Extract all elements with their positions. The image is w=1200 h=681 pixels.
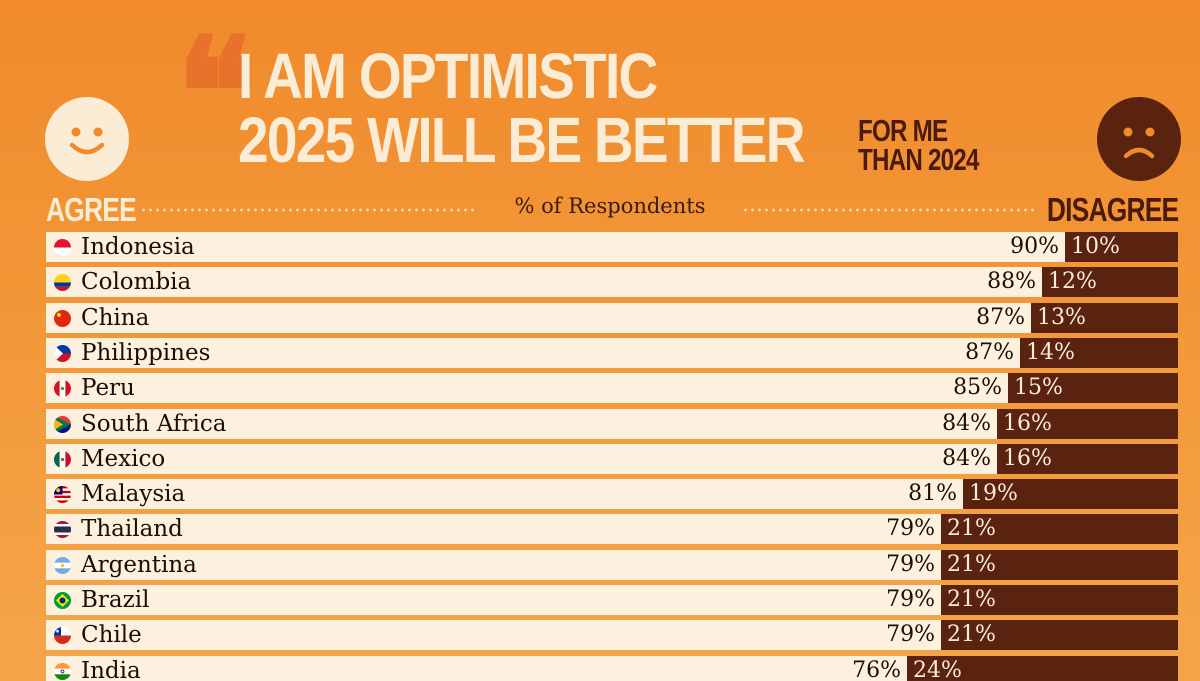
subtitle-line-2: THAN 2024 [858,142,979,177]
disagree-bar [997,409,1178,439]
chile-flag-icon [54,627,71,644]
disagree-bar [907,656,1178,681]
bar-row: China 87% 13% [46,303,1178,333]
disagree-value-label: 14% [1026,340,1075,365]
agree-value-label: 79% [886,587,935,612]
country-label: Argentina [81,552,197,578]
disagree-value-label: 15% [1014,375,1063,400]
agree-value-label: 79% [886,552,935,577]
disagree-bar [1008,373,1178,403]
bar-row: Mexico 84% 16% [46,444,1178,474]
country-label: Indonesia [81,234,195,260]
philippines-flag-icon [54,345,71,362]
disagree-value-label: 21% [947,516,996,541]
bar-row: Peru 85% 15% [46,373,1178,403]
disagree-value-label: 21% [947,552,996,577]
agree-value-label: 84% [942,446,991,471]
bar-row: Indonesia 90% 10% [46,232,1178,262]
argentina-flag-icon [54,557,71,574]
brazil-flag-icon [54,592,71,609]
country-label: Brazil [81,587,150,613]
chart-subtitle: FOR ME THAN 2024 [858,113,979,177]
disagree-value-label: 21% [947,622,996,647]
agree-value-label: 81% [908,481,957,506]
agree-value-label: 90% [1010,234,1059,259]
disagree-value-label: 10% [1071,234,1120,259]
legend-agree: AGREE [46,191,137,228]
agree-value-label: 88% [987,269,1036,294]
disagree-bar [941,514,1178,544]
disagree-bar [941,585,1178,615]
country-label: China [81,305,150,331]
bar-row: India 76% 24% [46,656,1178,681]
country-label: Thailand [81,516,183,542]
disagree-bar [941,550,1178,580]
disagree-value-label: 12% [1048,269,1097,294]
disagree-bar [963,479,1178,509]
agree-value-label: 76% [852,658,901,681]
subtitle-line-1: FOR ME [858,113,948,148]
title-line-2: 2025 WILL BE BETTER [238,104,805,176]
dotted-divider-left [140,208,478,212]
country-label: Malaysia [81,481,186,507]
bar-row: Brazil 79% 21% [46,585,1178,615]
agree-value-label: 84% [942,411,991,436]
china-flag-icon [54,310,71,327]
south-africa-flag-icon [54,416,71,433]
dotted-divider-right [742,208,1038,212]
agree-value-label: 87% [976,305,1025,330]
peru-flag-icon [54,380,71,397]
disagree-value-label: 21% [947,587,996,612]
disagree-value-label: 19% [969,481,1018,506]
bar-row: Philippines 87% 14% [46,338,1178,368]
bar-row: Thailand 79% 21% [46,514,1178,544]
disagree-bar [1020,338,1178,368]
disagree-bar [1042,267,1178,297]
country-label: Colombia [81,269,192,295]
agree-value-label: 79% [886,622,935,647]
quote-mark-icon: ❝ [176,5,257,181]
disagree-bar [1031,303,1178,333]
title-line-1: I AM OPTIMISTIC [238,40,658,112]
indonesia-flag-icon [54,239,71,256]
chart-title: I AM OPTIMISTIC 2025 WILL BE BETTER [238,44,896,172]
country-label: Philippines [81,340,211,366]
malaysia-flag-icon [54,486,71,503]
bar-row: Chile 79% 21% [46,620,1178,650]
disagree-value-label: 24% [913,658,962,681]
sad-face-icon [1097,97,1181,181]
axis-label: % of Respondents [514,194,706,218]
smiley-face-icon [45,97,129,181]
disagree-value-label: 13% [1037,305,1086,330]
country-label: Chile [81,622,142,648]
thailand-flag-icon [54,521,71,538]
agree-value-label: 87% [965,340,1014,365]
country-label: India [81,658,141,681]
country-label: South Africa [81,411,227,437]
country-label: Peru [81,375,135,401]
bar-row: South Africa 84% 16% [46,409,1178,439]
disagree-bar [941,620,1178,650]
disagree-value-label: 16% [1003,411,1052,436]
bar-row: Colombia 88% 12% [46,267,1178,297]
disagree-value-label: 16% [1003,446,1052,471]
disagree-bar [997,444,1178,474]
country-label: Mexico [81,446,166,472]
agree-value-label: 79% [886,516,935,541]
india-flag-icon [54,663,71,680]
bar-row: Argentina 79% 21% [46,550,1178,580]
mexico-flag-icon [54,451,71,468]
colombia-flag-icon [54,274,71,291]
agree-value-label: 85% [953,375,1002,400]
bar-row: Malaysia 81% 19% [46,479,1178,509]
disagree-bar [1065,232,1178,262]
legend-disagree: DISAGREE [1046,191,1179,228]
